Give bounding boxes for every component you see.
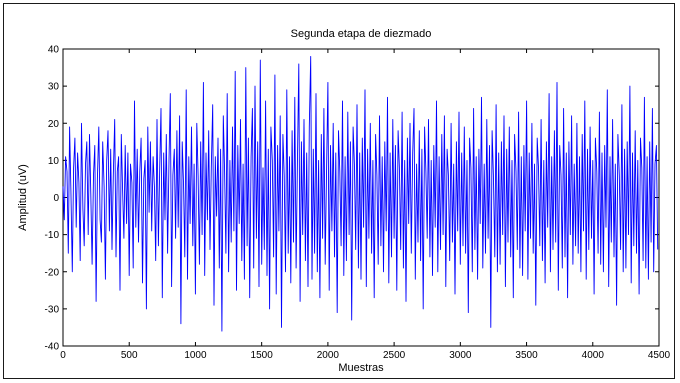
signal-line-0 [62, 55, 659, 332]
y-tick-label: 40 [48, 45, 60, 56]
x-tick-label: 2000 [317, 350, 340, 361]
y-tick-label: -40 [45, 342, 60, 353]
figure-frame: 0 500 1000 1500 2000 2500 3000 3500 4000 4500 -40 -… [3, 3, 675, 379]
axis-ticks [62, 48, 660, 347]
x-axis-label: Muestras [338, 362, 384, 374]
x-tick-label: 1000 [184, 350, 207, 361]
y-axis-label: Amplitud (uV) [17, 164, 29, 231]
chart-title: Segunda etapa de diezmado [291, 28, 432, 40]
x-tick-label: 2500 [383, 350, 406, 361]
y-tick-label: 30 [48, 82, 60, 93]
y-tick-label: 0 [53, 193, 59, 204]
x-tick-label: 3000 [449, 350, 472, 361]
y-tick-label: 20 [48, 119, 60, 130]
x-tick-label: 0 [60, 350, 66, 361]
y-tick-label: -10 [45, 230, 60, 241]
y-tick-label: -30 [45, 304, 60, 315]
x-tick-label: 1500 [251, 350, 274, 361]
x-tick-label: 500 [121, 350, 138, 361]
y-tick-label: -20 [45, 267, 60, 278]
x-tick-label: 4000 [582, 350, 605, 361]
y-tick-label: 10 [48, 156, 60, 167]
tick-labels: 0 500 1000 1500 2000 2500 3000 3500 4000 4500 -40 -… [45, 45, 671, 362]
line-chart: 0 500 1000 1500 2000 2500 3000 3500 4000 4500 -40 -… [17, 28, 671, 374]
x-tick-label: 3500 [515, 350, 538, 361]
series-layer [62, 55, 659, 332]
x-tick-label: 4500 [648, 350, 671, 361]
